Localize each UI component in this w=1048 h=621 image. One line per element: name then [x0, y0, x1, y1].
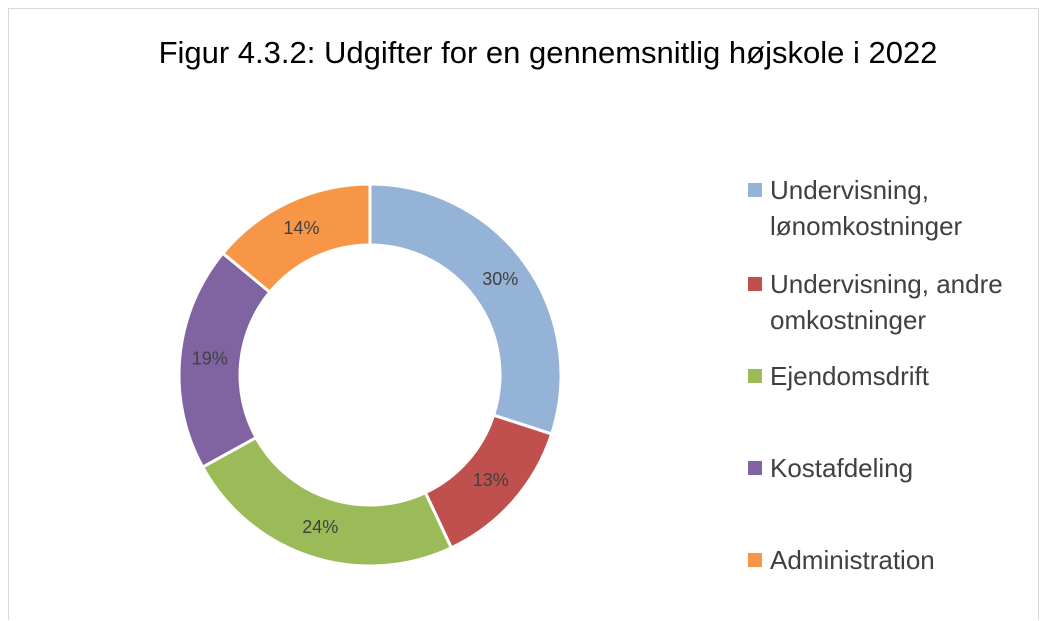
data-label: 13%: [473, 470, 509, 490]
data-label: 14%: [283, 218, 319, 238]
legend-swatch: [748, 461, 762, 475]
legend-item: Kostafdeling: [748, 450, 1042, 486]
legend-item: Undervisning, lønomkostninger: [748, 172, 1042, 244]
legend-swatch: [748, 553, 762, 567]
legend-item: Undervisning, andre omkostninger: [748, 266, 1042, 338]
legend-swatch: [748, 183, 762, 197]
legend-label: Kostafdeling: [770, 453, 914, 483]
data-label: 24%: [302, 517, 338, 537]
legend-item: Administration: [748, 542, 1042, 578]
chart-title: Figur 4.3.2: Udgifter for en gennemsnitl…: [158, 35, 938, 70]
chart-frame: [8, 8, 1039, 620]
legend-swatch: [748, 277, 762, 291]
legend-item: Ejendomsdrift: [748, 358, 1042, 394]
data-label: 19%: [192, 349, 228, 369]
legend-label: Undervisning, lønomkostninger: [770, 175, 963, 241]
data-label: 30%: [482, 269, 518, 289]
legend-swatch: [748, 369, 762, 383]
legend-label: Administration: [770, 545, 935, 575]
donut-segment: [200, 435, 454, 568]
donut-segment: [220, 182, 372, 295]
legend-label: Undervisning, andre omkostninger: [770, 269, 1003, 335]
donut-segment: [368, 182, 563, 436]
legend-label: Ejendomsdrift: [770, 361, 929, 391]
